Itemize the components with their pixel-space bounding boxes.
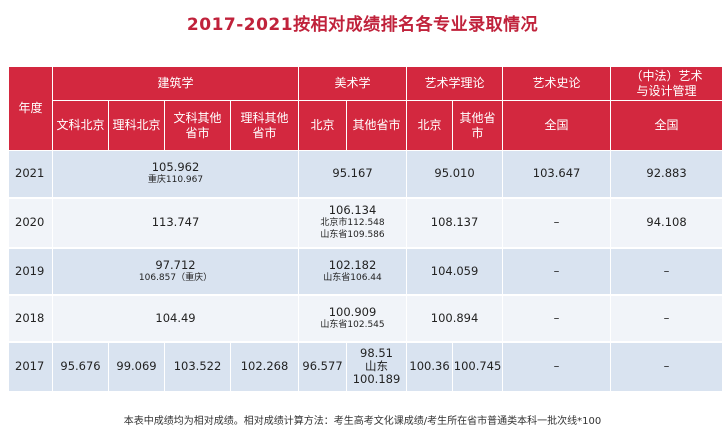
at-cell: 104.059	[406, 247, 504, 296]
footnote: 本表中成绩均为相对成绩。相对成绩计算方法：考生高考文化课成绩/考生所在省市普通类…	[123, 416, 602, 427]
subheader-at-other-l1: 其他省	[459, 110, 496, 125]
subheader-at-other: 其他省 市	[452, 100, 504, 151]
fa-cell: 95.167	[298, 150, 408, 199]
year-cell: 2020	[8, 197, 53, 249]
at-cell: 108.137	[406, 197, 504, 249]
header-year: 年度	[8, 66, 53, 151]
at-cell: 95.010	[406, 150, 504, 199]
fa-score: 102.182	[328, 257, 377, 272]
dm-cell: –	[610, 247, 724, 296]
arch-note: 106.857（重庆）	[138, 272, 213, 283]
header-fine-arts: 美术学	[298, 66, 408, 101]
arch-wen-bj-cell: 95.676	[52, 341, 109, 393]
arch-cell: 97.712 106.857（重庆）	[51, 247, 300, 296]
subheader-arch-wen-other: 文科其他 省市	[164, 100, 231, 151]
dm-cell: 92.883	[610, 150, 724, 199]
ah-cell: –	[502, 341, 612, 393]
fa-other-score: 98.51	[360, 346, 393, 360]
dm-cell: 94.108	[610, 197, 724, 249]
year-cell: 2021	[8, 150, 53, 199]
subheader-arch-li-other: 理科其他 省市	[229, 100, 300, 151]
subheader-at-other-l2: 市	[471, 125, 484, 140]
table-row: 2018 104.49 100.909 山东省102.545 100.894 –…	[8, 294, 724, 343]
ah-cell: –	[502, 247, 612, 296]
subheader-arch-li-other-l2: 省市	[252, 125, 277, 140]
subheader-fa-other: 其他省市	[346, 100, 408, 151]
arch-note: 重庆110.967	[147, 175, 204, 186]
admission-table: 年度 建筑学 美术学 艺术学理论 艺术史论 （中法）艺术 与设计管理 文科北京 …	[8, 66, 724, 393]
subheader-arch-wen-beijing: 文科北京	[52, 100, 109, 151]
at-other-cell: 100.745	[452, 341, 504, 393]
fa-score: 100.909	[328, 304, 377, 319]
fa-cell: 100.909 山东省102.545	[298, 294, 408, 343]
subheader-at-beijing: 北京	[406, 100, 454, 151]
ah-cell: –	[502, 294, 612, 343]
at-cell: 100.894	[406, 294, 504, 343]
table-row: 2019 97.712 106.857（重庆） 102.182 山东省106.4…	[8, 247, 724, 296]
year-cell: 2019	[8, 247, 53, 296]
arch-cell: 105.962 重庆110.967	[51, 150, 300, 199]
arch-score: 105.962	[151, 160, 200, 175]
dm-cell: –	[610, 341, 724, 393]
subheader-fa-beijing: 北京	[298, 100, 348, 151]
fa-note: 山东省102.545	[320, 319, 385, 330]
subheader-arch-li-beijing: 理科北京	[108, 100, 165, 151]
subheader-ah-national: 全国	[502, 100, 612, 151]
table-row: 2021 105.962 重庆110.967 95.167 95.010 103…	[8, 150, 724, 199]
arch-li-other-cell: 102.268	[229, 341, 300, 393]
fa-other-cell: 98.51 山东 100.189	[346, 341, 408, 393]
subheader-arch-wen-other-l1: 文科其他	[173, 110, 222, 125]
fa-note-shandong: 山东省109.586	[320, 230, 385, 240]
subheader-arch-li-other-l1: 理科其他	[240, 110, 289, 125]
subheader-arch-wen-other-l2: 省市	[185, 125, 210, 140]
header-art-theory: 艺术学理论	[406, 66, 504, 101]
table-row: 2020 113.747 106.134 北京市112.548 山东省109.5…	[8, 197, 724, 249]
arch-wen-other-cell: 103.522	[164, 341, 231, 393]
fa-cell: 102.182 山东省106.44	[298, 247, 408, 296]
arch-li-bj-cell: 99.069	[108, 341, 165, 393]
header-design-management: （中法）艺术 与设计管理	[610, 66, 724, 101]
header-art-history: 艺术史论	[502, 66, 612, 101]
header-architecture: 建筑学	[51, 66, 300, 101]
header-design-management-line1: （中法）艺术	[630, 68, 703, 83]
arch-score: 97.712	[155, 257, 196, 272]
fa-bj-cell: 96.577	[298, 341, 348, 393]
ah-cell: –	[502, 197, 612, 249]
dm-cell: –	[610, 294, 724, 343]
header-design-management-line2: 与设计管理	[636, 83, 697, 98]
fa-other-province: 山东	[365, 359, 389, 373]
table-row: 2017 95.676 99.069 103.522 102.268 96.57…	[8, 341, 724, 393]
year-cell: 2017	[8, 341, 53, 393]
arch-cell: 113.747	[51, 197, 300, 249]
ah-cell: 103.647	[502, 150, 612, 199]
arch-cell: 104.49	[51, 294, 300, 343]
subheader-dm-national: 全国	[610, 100, 724, 151]
fa-note: 山东省106.44	[323, 272, 382, 283]
fa-cell: 106.134 北京市112.548 山东省109.586	[298, 197, 408, 249]
fa-score: 106.134	[328, 203, 377, 217]
fa-note-beijing: 北京市112.548	[320, 218, 385, 228]
year-cell: 2018	[8, 294, 53, 343]
page-title: 2017-2021按相对成绩排名各专业录取情况	[186, 15, 539, 35]
fa-other-province-score: 100.189	[352, 372, 401, 386]
at-bj-cell: 100.36	[406, 341, 454, 393]
